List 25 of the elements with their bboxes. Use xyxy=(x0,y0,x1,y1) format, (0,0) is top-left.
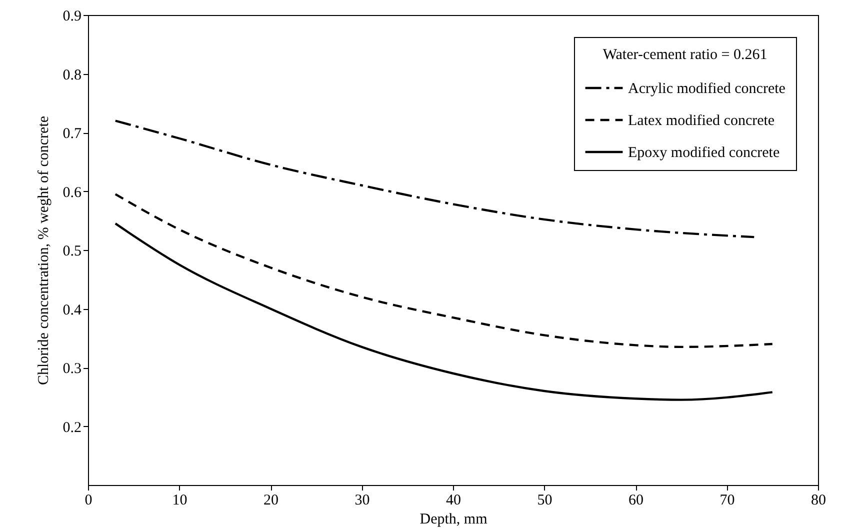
x-tick-label: 10 xyxy=(172,492,188,508)
y-axis-title: Chloride concentration, % weght of concrete xyxy=(36,116,52,386)
x-tick-label: 20 xyxy=(264,492,278,508)
x-tick-label: 40 xyxy=(446,492,461,508)
legend-label: Epoxy modified concrete xyxy=(628,145,780,161)
legend-label: Latex modified concrete xyxy=(628,113,775,129)
x-tick-label: 0 xyxy=(84,492,92,508)
y-tick-label: 0.7 xyxy=(62,126,82,142)
legend-label: Acrylic modified concrete xyxy=(628,81,786,97)
line-series xyxy=(114,193,774,348)
y-tick-label: 0.8 xyxy=(62,67,82,84)
x-axis-title: Depth, mm xyxy=(420,512,488,528)
legend-title: Water-cement ratio = 0.261 xyxy=(602,47,768,63)
y-tick-label: 0.2 xyxy=(62,420,82,436)
y-tick-label: 0.9 xyxy=(62,8,82,24)
y-tick-label: 0.4 xyxy=(62,302,82,318)
x-tick-label: 80 xyxy=(811,492,826,508)
y-tick-label: 0.6 xyxy=(62,184,82,201)
x-tick-label: 30 xyxy=(354,492,370,508)
x-tick-label: 60 xyxy=(628,492,644,508)
y-tick-label: 0.3 xyxy=(62,361,82,377)
x-tick-label: 50 xyxy=(537,492,552,508)
x-tick-label: 70 xyxy=(720,492,735,508)
y-tick-label: 0.5 xyxy=(62,244,82,260)
line-series xyxy=(114,222,774,401)
